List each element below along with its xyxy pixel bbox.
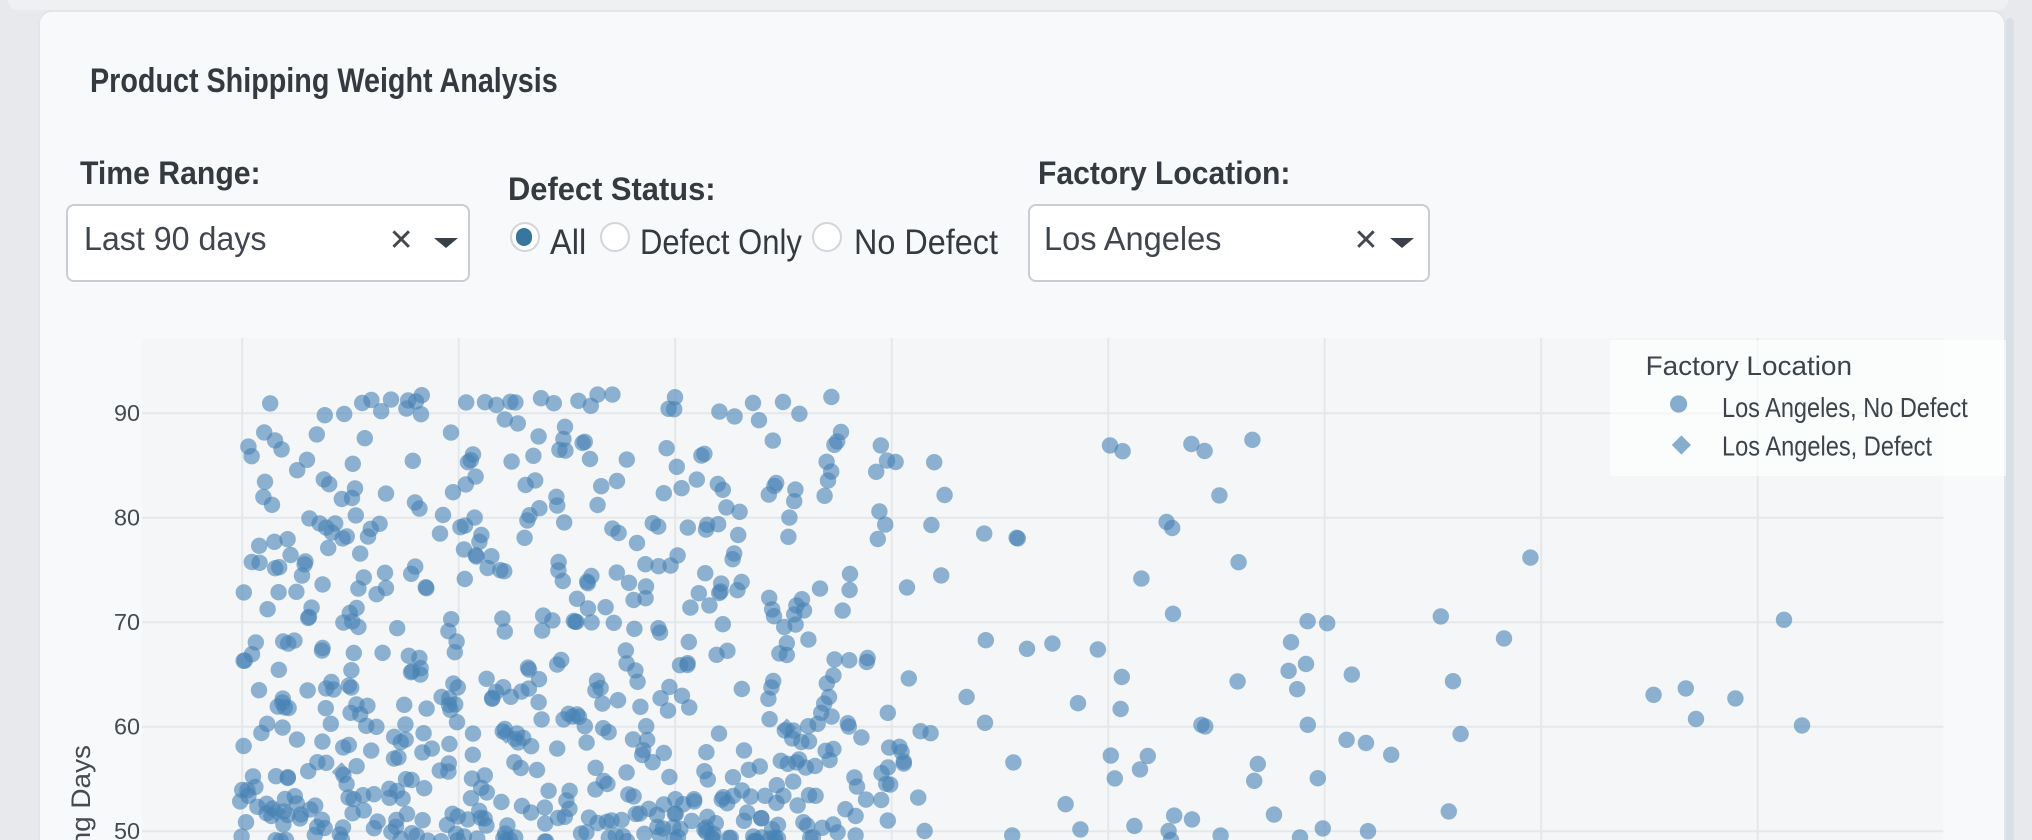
svg-text:Shipping Days: Shipping Days: [66, 745, 96, 840]
svg-text:Factory Location: Factory Location: [1646, 351, 1852, 381]
svg-text:70: 70: [114, 609, 140, 635]
svg-text:50: 50: [114, 818, 140, 840]
svg-text:Los Angeles, Defect: Los Angeles, Defect: [1722, 431, 1932, 462]
svg-text:Los Angeles, No Defect: Los Angeles, No Defect: [1722, 392, 1968, 423]
svg-text:80: 80: [114, 505, 140, 531]
svg-text:90: 90: [114, 400, 140, 426]
svg-text:60: 60: [114, 714, 140, 740]
